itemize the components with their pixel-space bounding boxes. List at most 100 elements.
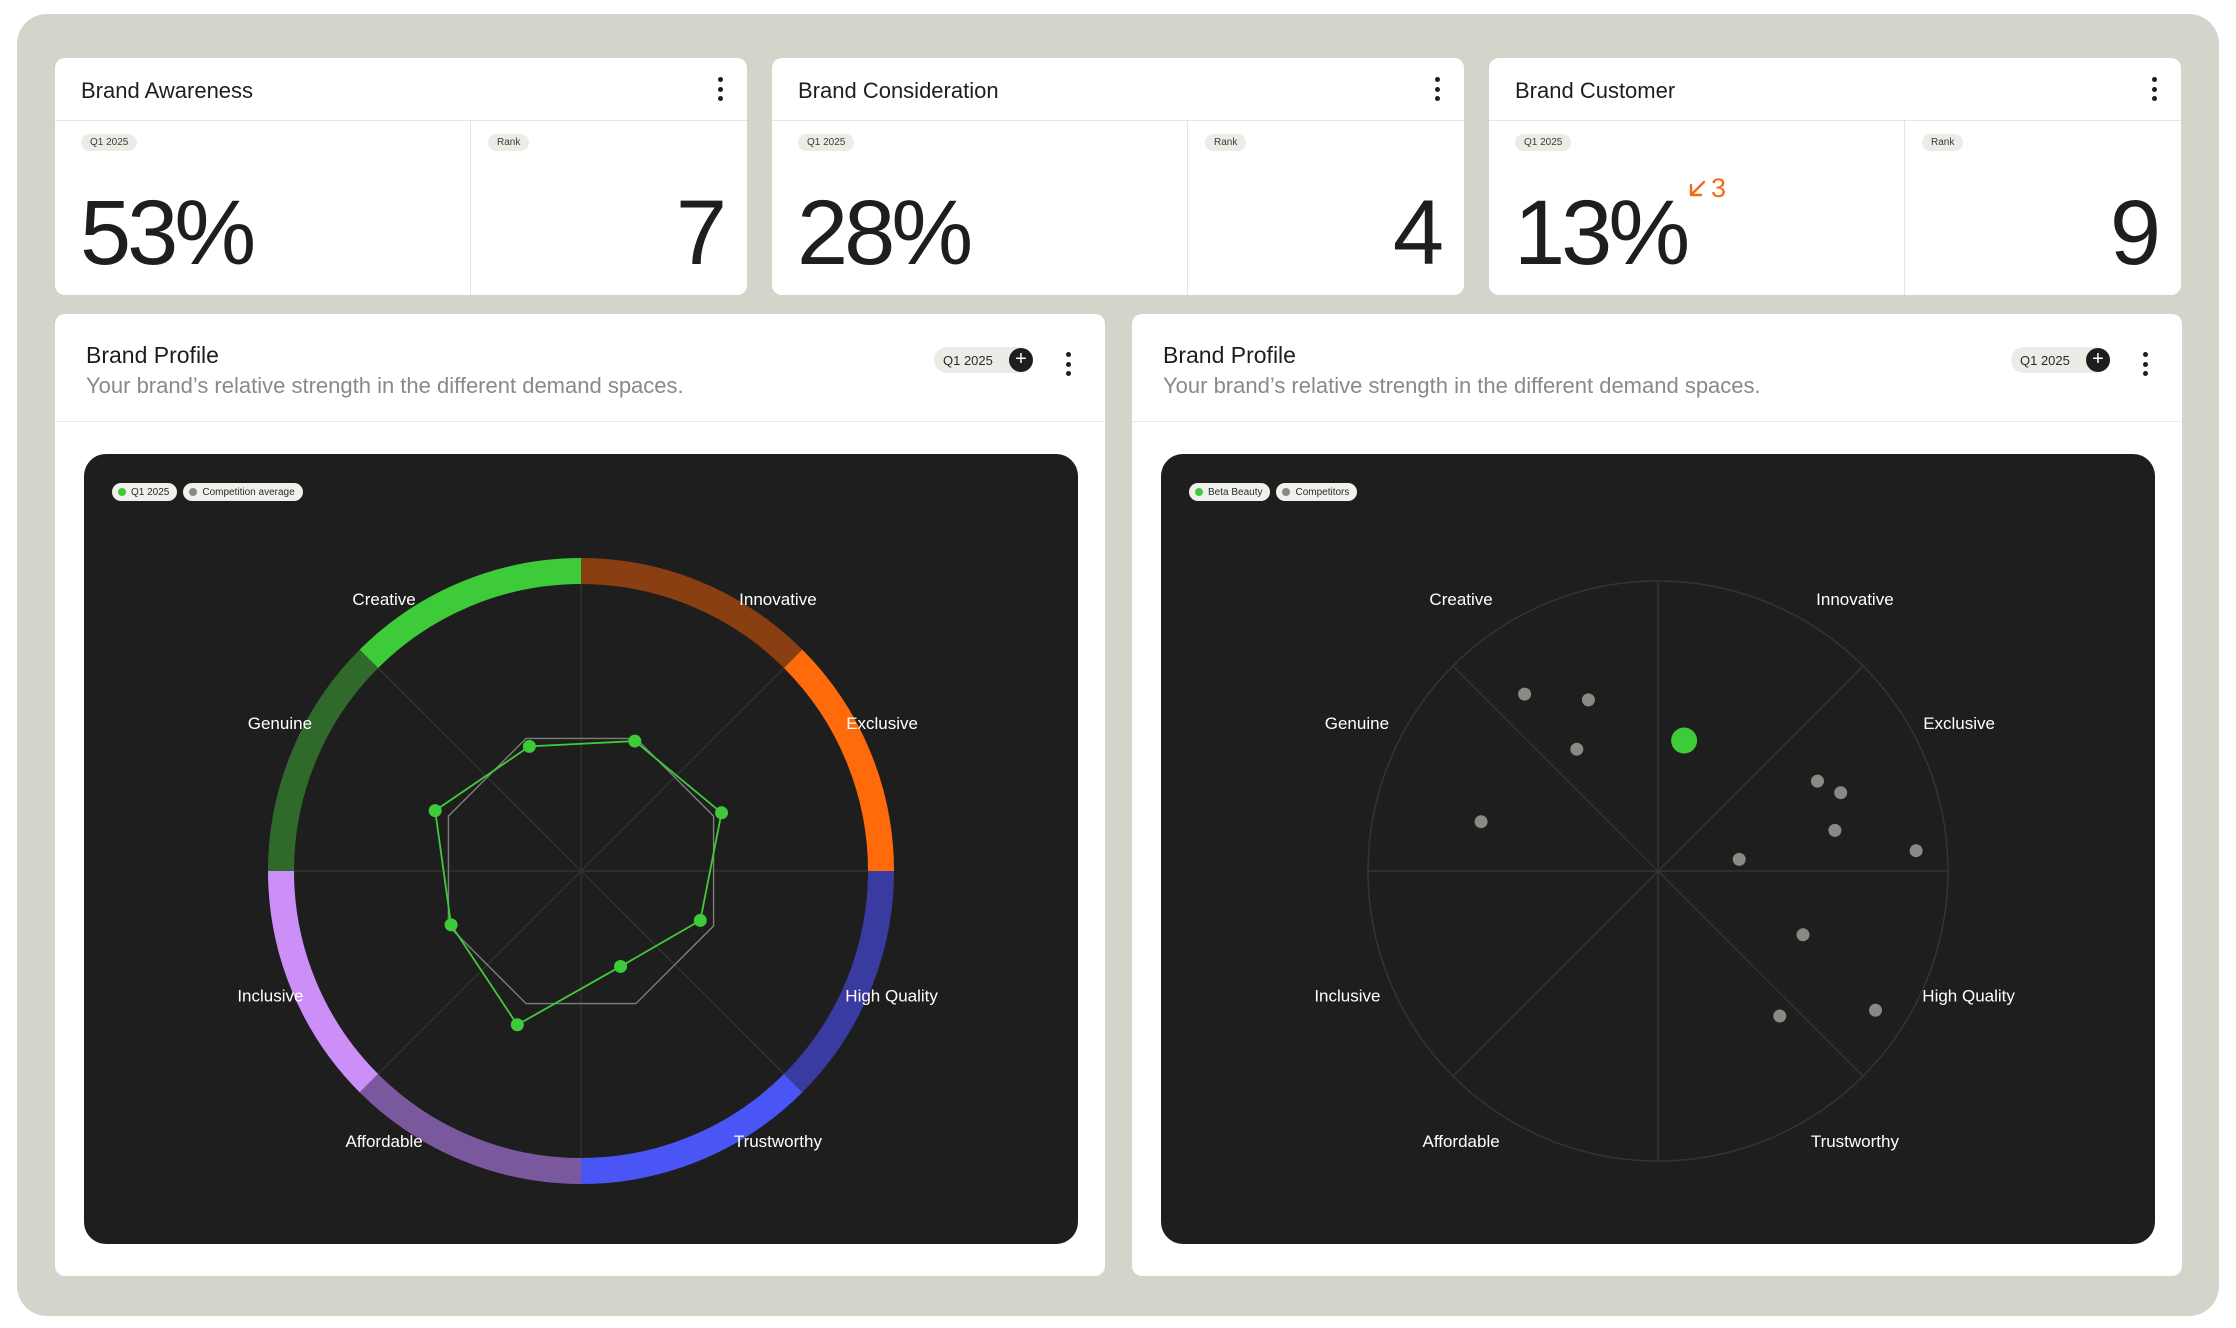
chart-legend: Q1 2025 Competition average xyxy=(112,483,303,501)
competitor-point-6 xyxy=(1834,786,1848,800)
panel-title: Brand Profile xyxy=(86,342,219,368)
competitor-point-8 xyxy=(1732,852,1746,866)
panel-header: Brand Profile Your brand’s relative stre… xyxy=(1132,314,2182,422)
kpi-card-body: Q1 2025 28% Rank 4 xyxy=(772,121,1464,295)
axis-label-trustworthy: Trustworthy xyxy=(734,1132,823,1151)
kpi-card-header: Brand Customer xyxy=(1489,58,2181,121)
kpi-card-body: Q1 2025 13% 3 Rank 9 xyxy=(1489,121,2181,295)
sector-label-high-quality: High Quality xyxy=(1922,986,2015,1005)
more-options-icon[interactable] xyxy=(1433,77,1441,101)
axis-label-creative: Creative xyxy=(352,590,415,609)
more-options-icon[interactable] xyxy=(1064,352,1072,376)
radar-chart: Innovative Exclusive High Quality Trustwort… xyxy=(237,558,938,1184)
kpi-divider xyxy=(1904,121,1905,295)
kpi-card-brand-consideration: Brand Consideration Q1 2025 28% Rank 4 xyxy=(772,58,1464,295)
kpi-divider xyxy=(1187,121,1188,295)
competitor-point-2 xyxy=(1581,693,1595,707)
competitor-point-10 xyxy=(1796,928,1810,942)
ring-segment-affordable xyxy=(359,1073,582,1184)
legend-swatch xyxy=(1282,488,1291,496)
delta-indicator: 3 xyxy=(1685,173,1726,204)
period-selector[interactable]: Q1 2025 + xyxy=(934,347,1033,373)
scatter-chart-container: Beta Beauty Competitors Innovative Exclus… xyxy=(1161,454,2155,1244)
more-options-icon[interactable] xyxy=(716,77,724,101)
period-selector[interactable]: Q1 2025 + xyxy=(2011,347,2110,373)
panel-header: Brand Profile Your brand’s relative stre… xyxy=(55,314,1105,422)
radar-gridline xyxy=(377,667,785,1075)
ring-segment-inclusive xyxy=(268,870,379,1093)
competitor-point-4 xyxy=(1474,815,1488,829)
rank-badge: Rank xyxy=(1922,134,1964,151)
arrow-down-left-icon xyxy=(1689,180,1706,196)
ring-segment-exclusive xyxy=(783,649,894,872)
competitor-point-7 xyxy=(1828,823,1842,837)
legend-label: Q1 2025 xyxy=(131,486,170,498)
rank-value: 7 xyxy=(675,182,727,284)
scatter-sector-line xyxy=(1452,665,1864,1077)
kpi-divider xyxy=(470,121,471,295)
data-point-high-quality xyxy=(693,913,707,927)
rank-badge: Rank xyxy=(1205,134,1247,151)
brand-point xyxy=(1671,727,1698,754)
period-selector-label: Q1 2025 xyxy=(943,352,993,368)
rank-value: 4 xyxy=(1392,182,1444,284)
radar-chart-container: Q1 2025 Competition average Innovative Ex… xyxy=(84,454,1078,1244)
period-badge: Q1 2025 xyxy=(1515,134,1572,151)
period-selector-label: Q1 2025 xyxy=(2020,352,2070,368)
kpi-title: Brand Consideration xyxy=(798,78,999,103)
legend-item[interactable]: Beta Beauty xyxy=(1189,483,1271,501)
data-point-affordable xyxy=(510,1018,524,1032)
competitor-point-3 xyxy=(1570,742,1584,756)
more-options-icon[interactable] xyxy=(2150,77,2158,101)
chart-legend: Beta Beauty Competitors xyxy=(1189,483,1358,501)
rank-badge: Rank xyxy=(488,134,530,151)
ring-segment-creative xyxy=(359,558,582,669)
scatter-chart: Innovative Exclusive High Quality Trustwort… xyxy=(1314,580,2015,1162)
legend-label: Competitors xyxy=(1295,486,1350,498)
competitor-point-1 xyxy=(1518,687,1532,701)
data-point-trustworthy xyxy=(614,959,628,973)
data-point-inclusive xyxy=(444,918,458,932)
kpi-value: 53% xyxy=(80,182,256,284)
legend-item[interactable]: Competitors xyxy=(1276,483,1358,501)
axis-label-inclusive: Inclusive xyxy=(237,986,303,1005)
brand-profile-panel-scatter: Brand Profile Your brand’s relative stre… xyxy=(1132,314,2182,1276)
data-point-innovative xyxy=(628,734,642,748)
rank-value: 9 xyxy=(2109,182,2161,284)
competitor-point-12 xyxy=(1869,1003,1882,1017)
series-q1-2025 xyxy=(434,740,723,1026)
legend-swatch xyxy=(1195,488,1203,496)
kpi-title: Brand Customer xyxy=(1515,78,1676,103)
competitor-point-11 xyxy=(1773,1009,1787,1023)
axis-label-genuine: Genuine xyxy=(248,714,312,733)
kpi-card-header: Brand Consideration xyxy=(772,58,1464,121)
legend-label: Beta Beauty xyxy=(1208,486,1263,498)
ring-segment-trustworthy xyxy=(580,1073,803,1184)
panel-subtitle: Your brand’s relative strength in the di… xyxy=(1163,373,1761,398)
brand-profile-panel-radar: Brand Profile Your brand’s relative stre… xyxy=(55,314,1105,1276)
sector-label-genuine: Genuine xyxy=(1325,714,1389,733)
add-icon[interactable]: + xyxy=(2086,348,2110,372)
kpi-card-brand-customer: Brand Customer Q1 2025 13% 3 Rank 9 xyxy=(1489,58,2181,295)
axis-label-high-quality: High Quality xyxy=(845,986,938,1005)
sector-label-innovative: Innovative xyxy=(1816,590,1894,609)
kpi-card-brand-awareness: Brand Awareness Q1 2025 53% Rank 7 xyxy=(55,58,747,295)
kpi-card-header: Brand Awareness xyxy=(55,58,747,121)
data-point-creative xyxy=(522,739,536,753)
sector-label-creative: Creative xyxy=(1429,590,1492,609)
axis-label-exclusive: Exclusive xyxy=(846,714,918,733)
legend-item[interactable]: Competition average xyxy=(183,483,303,501)
more-options-icon[interactable] xyxy=(2141,352,2149,376)
kpi-title: Brand Awareness xyxy=(81,78,254,103)
sector-label-trustworthy: Trustworthy xyxy=(1811,1132,1900,1151)
legend-swatch xyxy=(118,488,126,496)
ring-segment-innovative xyxy=(580,558,803,669)
kpi-value: 13% xyxy=(1514,182,1690,284)
data-point-exclusive xyxy=(715,806,729,820)
add-icon[interactable]: + xyxy=(1009,348,1033,372)
axis-label-affordable: Affordable xyxy=(345,1132,422,1151)
competitor-point-5 xyxy=(1811,774,1824,788)
data-point-genuine xyxy=(428,804,442,818)
legend-item[interactable]: Q1 2025 xyxy=(112,483,178,501)
kpi-value: 28% xyxy=(797,182,973,284)
